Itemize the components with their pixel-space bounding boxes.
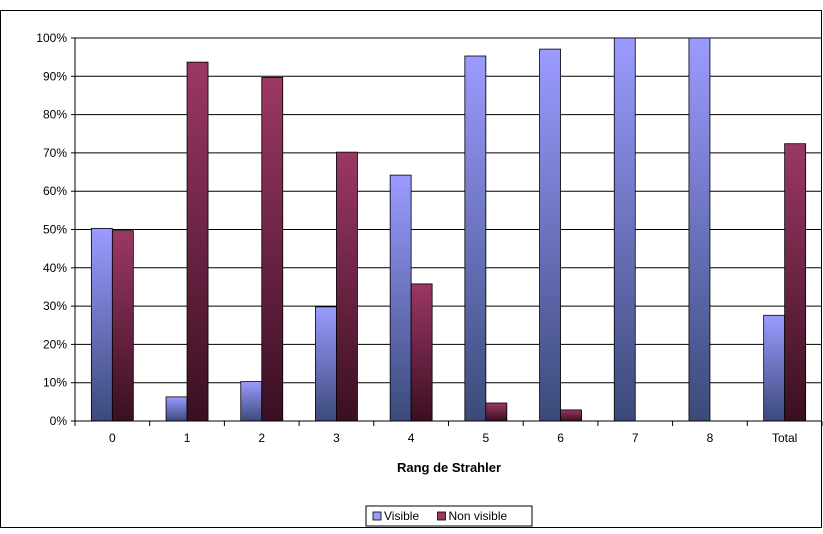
x-tick-label: 6 [557,431,564,445]
x-tick-label: 3 [333,431,340,445]
bar-non-visible-total [784,143,807,422]
bar-visible-3 [315,306,337,422]
y-tick-label: 40% [43,261,67,275]
bar-non-visible-4 [410,283,433,422]
bar-non-visible-0 [111,230,134,422]
x-tick-label: 2 [258,431,265,445]
y-tick-label: 60% [43,184,67,198]
x-axis-title: Rang de Strahler [397,460,501,475]
legend-swatch [372,511,382,521]
bar-visible-2 [240,381,263,422]
bar-non-visible-3 [336,151,358,422]
y-tick-label: 50% [43,223,67,237]
x-tick-label: 1 [184,431,191,445]
x-tick-label: 0 [109,431,116,445]
bar-non-visible-6 [560,409,582,422]
y-tick-label: 10% [43,376,67,390]
x-tick-label: 8 [707,431,714,445]
y-tick-label: 30% [43,299,67,313]
legend-label: Visible [384,509,419,523]
bar-visible-4 [389,174,412,422]
y-tick-label: 20% [43,337,67,351]
bar-non-visible-5 [485,402,508,422]
x-tick-label: 4 [408,431,415,445]
legend-swatch [437,511,446,521]
y-tick-label: 80% [43,108,67,122]
x-tick-label: Total [772,431,797,445]
bar-visible-5 [464,55,487,422]
bar-visible-8 [688,37,711,422]
x-tick-label: 7 [632,431,639,445]
y-tick-label: 0% [50,414,68,428]
y-tick-label: 70% [43,146,67,160]
bar-non-visible-2 [261,77,284,422]
legend: Visible Non visible [365,505,533,527]
bar-visible-7 [613,37,636,422]
legend-label: Non visible [449,509,508,523]
bar-non-visible-1 [186,61,209,422]
legend-box [365,505,533,527]
bar-visible-1 [165,396,188,422]
y-tick-label: 100% [36,31,67,45]
bar-visible-6 [539,48,561,422]
y-tick-label: 90% [43,69,67,83]
bar-visible-total [763,314,786,422]
bar-visible-0 [90,227,113,422]
x-tick-label: 5 [483,431,490,445]
